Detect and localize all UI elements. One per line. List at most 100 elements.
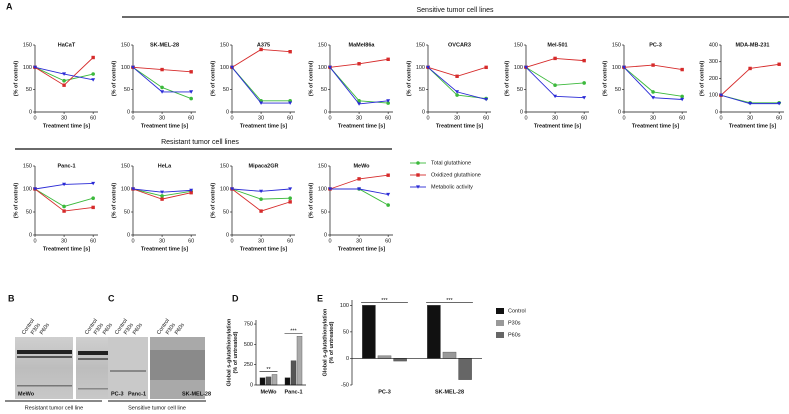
data-point <box>259 189 264 194</box>
data-point <box>680 94 684 99</box>
data-point <box>651 63 655 67</box>
x-axis-label: Treatment time [s] <box>632 123 680 129</box>
data-point <box>484 97 489 102</box>
y-axis-label: (% of control) <box>308 183 314 219</box>
y-tick-label: 50 <box>223 87 229 93</box>
y-axis-label: (% of control) <box>308 61 314 97</box>
y-tick-label: 100 <box>318 186 327 192</box>
data-point <box>259 209 263 213</box>
data-point <box>91 55 95 60</box>
data-point <box>160 67 164 72</box>
x-tick-label: 60 <box>90 238 96 244</box>
chart-title: Mipaca2GR <box>249 163 279 169</box>
data-point <box>288 187 293 191</box>
significance-label: *** <box>290 329 297 335</box>
y-tick-label: 50 <box>419 87 425 93</box>
legend-marker <box>416 161 420 165</box>
panel-letter: D <box>232 293 239 303</box>
data-point <box>328 187 332 191</box>
x-tick-label: 30 <box>552 115 558 121</box>
data-point <box>386 173 390 177</box>
panel-letter: E <box>317 293 323 303</box>
y-tick-label: 100 <box>220 65 229 71</box>
x-tick-label: MeWo <box>260 389 277 395</box>
y-tick-label: 50 <box>343 329 349 335</box>
group-header: Sensitive tumor cell lines <box>416 7 494 14</box>
y-tick-label: 100 <box>612 65 621 71</box>
y-tick-label: 150 <box>121 42 130 48</box>
data-point <box>748 66 752 71</box>
data-point <box>386 203 390 207</box>
y-axis-label: (% of control) <box>210 183 216 219</box>
data-point <box>680 97 685 102</box>
y-tick-label: 100 <box>23 186 32 192</box>
x-tick-label: 60 <box>679 115 685 121</box>
data-point <box>230 187 234 191</box>
data-point <box>33 187 37 191</box>
y-tick-label: 100 <box>318 65 327 71</box>
chart-title: A375 <box>257 42 270 48</box>
bar <box>393 358 407 362</box>
data-point <box>680 67 684 72</box>
legend-label: Control <box>508 308 526 314</box>
data-point <box>259 101 264 105</box>
panel-letter: C <box>108 293 115 303</box>
significance-label: *** <box>446 298 453 304</box>
y-tick-label: 100 <box>514 65 523 71</box>
bar <box>427 305 441 359</box>
y-tick-label: 750 <box>244 322 253 328</box>
data-point <box>357 187 362 191</box>
y-axis-label: (% of control) <box>504 61 510 97</box>
x-tick-label: 0 <box>230 238 233 244</box>
x-tick-label: 0 <box>33 238 36 244</box>
data-point <box>91 196 95 200</box>
y-tick-label: 150 <box>220 163 229 169</box>
data-point <box>160 85 164 90</box>
x-tick-label: 30 <box>454 115 460 121</box>
blot-caption: Sensitive tumor cell line <box>128 405 186 411</box>
x-tick-label: 0 <box>622 115 625 121</box>
y-tick-label: 150 <box>612 42 621 48</box>
x-tick-label: 30 <box>356 115 362 121</box>
series-line <box>329 67 389 104</box>
data-point <box>288 200 292 204</box>
x-axis-label: Treatment time [s] <box>729 123 777 129</box>
panel-letter: A <box>6 1 13 11</box>
y-tick-label: 0 <box>324 109 327 115</box>
y-tick-label: 0 <box>29 232 32 238</box>
y-tick-label: 0 <box>520 109 523 115</box>
x-tick-label: 60 <box>483 115 489 121</box>
legend-label: Metabolic activity <box>431 184 473 190</box>
y-tick-label: 100 <box>220 186 229 192</box>
lane-label: P60s <box>102 322 114 336</box>
y-tick-label: 50 <box>124 209 130 215</box>
y-tick-label: 100 <box>121 186 130 192</box>
data-point <box>582 81 586 85</box>
y-tick-label: 100 <box>121 65 130 71</box>
chart-title: Panc-1 <box>57 163 75 169</box>
x-tick-label: 60 <box>287 238 293 244</box>
y-tick-label: 100 <box>416 65 425 71</box>
data-point <box>455 93 459 97</box>
x-tick-label: 0 <box>426 115 429 121</box>
x-tick-label: 60 <box>90 115 96 121</box>
data-point <box>386 57 390 61</box>
chart-title: HaCaT <box>58 42 76 48</box>
y-tick-label: 50 <box>321 87 327 93</box>
legend-label: Total glutathione <box>431 160 471 166</box>
bar <box>284 377 291 386</box>
y-tick-label: 150 <box>416 42 425 48</box>
y-axis-label: (% of control) <box>602 61 608 97</box>
x-tick-label: 60 <box>385 238 391 244</box>
data-point <box>582 58 586 63</box>
x-axis-label: Treatment time [s] <box>141 246 189 252</box>
data-point <box>328 65 332 70</box>
data-point <box>553 83 557 87</box>
data-point <box>62 209 66 213</box>
bar <box>442 351 457 359</box>
series-line <box>231 49 291 68</box>
data-point <box>189 90 194 94</box>
data-point <box>160 194 164 198</box>
y-tick-label: 0 <box>226 109 229 115</box>
